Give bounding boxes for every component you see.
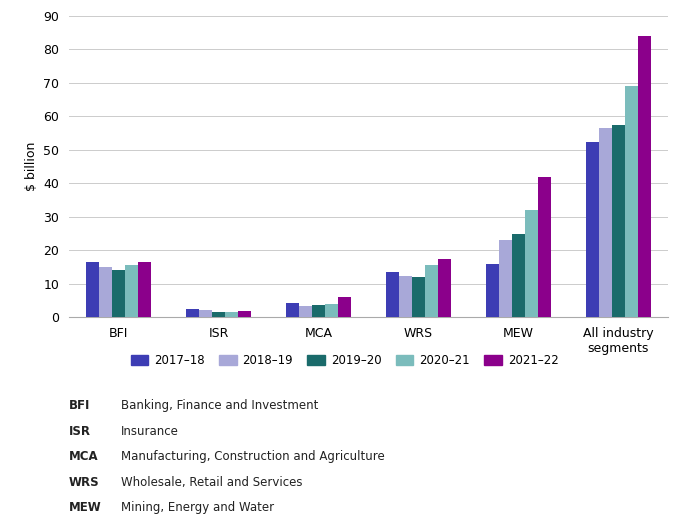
Bar [199,310,212,317]
Bar [538,177,551,317]
Bar [586,141,599,317]
Bar [386,272,399,317]
Bar [638,36,651,317]
Bar [186,309,199,317]
Bar [486,264,499,317]
Text: Mining, Energy and Water: Mining, Energy and Water [121,501,274,514]
Bar [225,312,238,317]
Bar [599,128,612,317]
Bar [412,277,425,317]
Bar [625,86,638,317]
Bar [138,262,152,317]
Text: MCA: MCA [69,450,99,463]
Text: Manufacturing, Construction and Agriculture: Manufacturing, Construction and Agricult… [121,450,384,463]
Bar [212,312,225,317]
Bar [238,311,251,317]
Bar [399,276,412,317]
Bar [312,305,325,317]
Legend: 2017–18, 2018–19, 2019–20, 2020–21, 2021–22: 2017–18, 2018–19, 2019–20, 2020–21, 2021… [130,354,559,367]
Bar [99,267,112,317]
Bar [499,240,512,317]
Text: ISR: ISR [69,425,91,438]
Bar [338,297,351,317]
Bar [286,303,299,317]
Text: Banking, Finance and Investment: Banking, Finance and Investment [121,399,318,413]
Text: Insurance: Insurance [121,425,178,438]
Bar [325,304,338,317]
Bar [438,259,451,317]
Bar [86,262,99,317]
Bar [612,125,625,317]
Text: MEW: MEW [69,501,102,514]
Text: WRS: WRS [69,476,99,489]
Bar [112,270,125,317]
Y-axis label: $ billion: $ billion [25,142,38,191]
Bar [125,266,138,317]
Bar [425,266,438,317]
Bar [525,210,538,317]
Bar [512,234,525,317]
Text: Wholesale, Retail and Services: Wholesale, Retail and Services [121,476,302,489]
Text: BFI: BFI [69,399,90,413]
Bar [299,306,312,317]
